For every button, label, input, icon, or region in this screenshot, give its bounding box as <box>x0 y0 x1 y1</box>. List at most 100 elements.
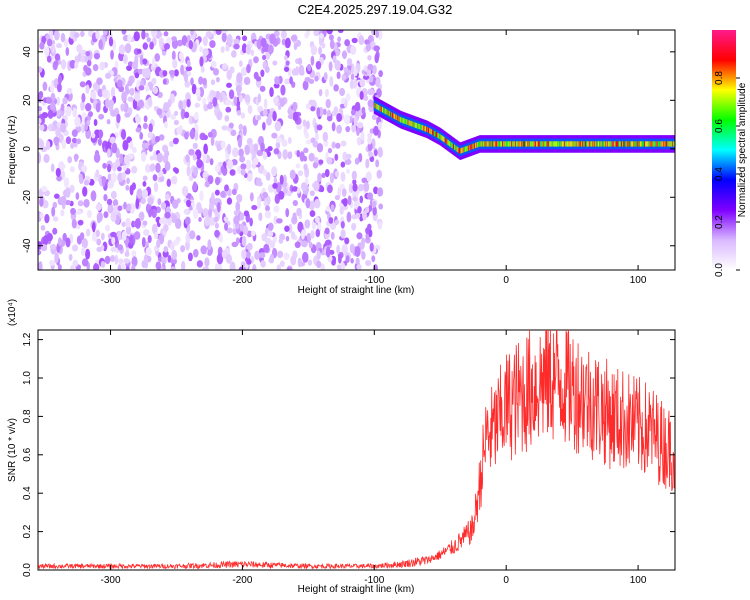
spectrogram-cell <box>275 136 283 143</box>
spectrogram-ridge-cell <box>574 141 576 147</box>
spectrogram-cell <box>134 217 141 229</box>
spectrogram-cell <box>65 187 71 198</box>
spectrogram-cell <box>132 60 139 70</box>
spectrogram-cell <box>375 159 380 168</box>
spectrogram-cell <box>292 101 297 112</box>
spectrogram-cell <box>365 158 370 169</box>
spectrogram-ridge-cell <box>385 109 388 115</box>
spectrogram-cell <box>316 124 323 131</box>
spectrogram-cell <box>51 43 56 54</box>
spectrogram-cell <box>135 115 142 124</box>
spectrogram-ridge-cell <box>395 114 398 121</box>
spectrogram-cell <box>210 90 217 97</box>
spectrogram-cell <box>316 250 321 260</box>
spectrogram-cell <box>320 263 325 270</box>
x-tick-label: -300 <box>101 275 121 286</box>
spectrogram-cell <box>337 254 342 264</box>
spectrogram-cell <box>50 163 55 173</box>
spectrogram-ridge-cell <box>493 141 496 147</box>
spectrogram-cell <box>321 172 326 179</box>
spectrogram-cell <box>163 31 169 37</box>
spectrogram-cell <box>239 60 243 67</box>
spectrogram-ridge-cell <box>562 141 564 147</box>
spectrogram-ridge-cell <box>431 129 434 136</box>
spectrogram-ridge-cell <box>636 141 639 147</box>
spectrogram-ridge-cell <box>416 122 418 129</box>
spectrogram-cell <box>231 188 237 196</box>
spectrogram-cell <box>122 165 127 171</box>
spectrogram-cell <box>76 44 83 53</box>
spectrogram-ridge-cell <box>644 141 646 147</box>
spectrogram-cell <box>242 35 248 42</box>
spectrogram-cell <box>38 66 43 73</box>
spectrogram-cell <box>199 46 203 53</box>
spectrogram-cell <box>344 159 351 165</box>
spectrogram-cell <box>206 103 213 110</box>
spectrogram-ridge-cell <box>496 141 499 147</box>
spectrogram-cell <box>340 171 346 182</box>
spectrogram-cell <box>170 266 176 270</box>
spectrogram-cell <box>247 104 253 114</box>
spectrogram-cell <box>312 161 319 169</box>
spectrogram-cell <box>109 136 116 144</box>
spectrogram-cell <box>356 137 362 146</box>
spectrogram-cell <box>39 196 44 207</box>
spectrogram-cell <box>136 48 142 54</box>
spectrogram-cell <box>340 220 345 229</box>
spectrogram-cell <box>142 175 148 181</box>
spectrogram-cell <box>86 59 92 67</box>
spectrogram-ridge-cell <box>598 141 601 147</box>
spectrogram-cell <box>253 56 259 64</box>
spectrogram-cell <box>325 246 331 258</box>
spectrogram-cell <box>343 66 348 73</box>
spectrogram-cell <box>276 264 281 270</box>
spectrogram-cell <box>171 175 178 185</box>
spectrogram-ridge-cell <box>509 141 512 147</box>
spectrogram-ridge-cell <box>514 141 517 147</box>
spectrogram-cell <box>341 188 347 197</box>
spectrogram-ridge-cell <box>614 141 617 147</box>
spectrogram-ridge-cell <box>523 141 525 147</box>
spectrogram-ridge-cell <box>463 147 465 153</box>
spectrogram-cell <box>192 181 198 192</box>
spectrogram-cell <box>71 218 77 229</box>
spectrogram-cell <box>125 217 131 228</box>
spectrogram-cell <box>38 106 43 112</box>
spectrogram-ridge-cell <box>658 141 661 147</box>
spectrogram-cell <box>220 165 225 173</box>
spectrogram-cell <box>166 178 172 188</box>
spectrogram-cell <box>350 73 355 81</box>
spectrogram-ridge-cell <box>505 141 508 147</box>
spectrogram-ridge-cell <box>440 134 442 140</box>
spectrogram-cell <box>347 195 352 206</box>
spectrogram-cell <box>122 54 128 64</box>
spectrogram-cell <box>343 114 351 125</box>
spectrogram-ridge-cell <box>587 141 590 147</box>
spectrogram-ridge-cell <box>394 113 396 120</box>
spectrogram-cell <box>164 161 171 172</box>
spectrogram-ridge-cell <box>456 146 459 152</box>
spectrogram-cell <box>82 186 88 197</box>
spectrogram-cell <box>141 189 149 199</box>
spectrogram-cell <box>186 59 191 68</box>
spectrogram-cell <box>183 72 189 83</box>
spectrogram-ridge-cell <box>406 119 409 125</box>
spectrogram-cell <box>296 207 302 217</box>
spectrogram-cell <box>355 127 360 136</box>
spectrogram-cell <box>110 255 115 263</box>
spectrogram-cell <box>283 252 290 261</box>
spectrogram-cell <box>274 120 282 132</box>
spectrogram-cell <box>154 135 161 143</box>
spectrogram-cell <box>214 263 220 270</box>
spectrogram-cell <box>147 197 154 206</box>
chart-title: C2E4.2025.297.19.04.G32 <box>298 2 453 17</box>
spectrogram-cell <box>215 30 222 35</box>
spectrogram-cell <box>161 255 167 265</box>
spectrogram-ridge-cell <box>643 141 645 147</box>
spectrogram-ridge-cell <box>559 141 561 147</box>
spectrogram-cell <box>47 109 54 119</box>
spectrogram-cell <box>370 30 377 36</box>
spectrogram-cell <box>214 176 221 186</box>
spectrogram-ridge-cell <box>665 141 668 147</box>
spectrogram-cell <box>273 148 280 155</box>
